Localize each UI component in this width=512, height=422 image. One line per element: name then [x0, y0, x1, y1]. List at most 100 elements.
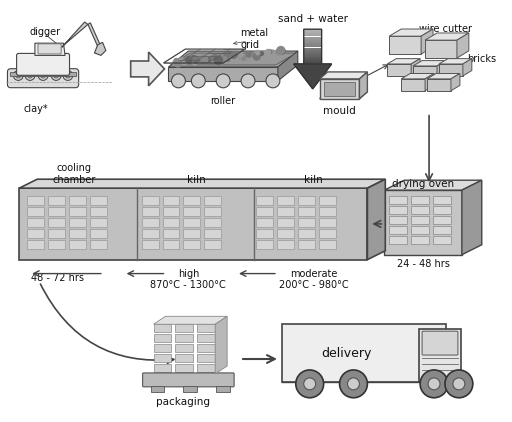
FancyBboxPatch shape — [298, 207, 315, 216]
Polygon shape — [368, 179, 386, 260]
Circle shape — [279, 48, 286, 55]
Polygon shape — [304, 33, 322, 35]
Polygon shape — [401, 73, 434, 79]
Polygon shape — [62, 22, 88, 47]
Circle shape — [16, 73, 20, 78]
FancyBboxPatch shape — [154, 354, 172, 362]
Circle shape — [199, 54, 208, 65]
FancyBboxPatch shape — [183, 229, 200, 238]
Text: bricks: bricks — [467, 54, 496, 64]
Circle shape — [266, 74, 280, 88]
Circle shape — [214, 54, 222, 63]
FancyBboxPatch shape — [154, 344, 172, 352]
Polygon shape — [304, 44, 322, 46]
FancyBboxPatch shape — [27, 240, 44, 249]
Circle shape — [237, 51, 244, 58]
Circle shape — [206, 57, 211, 62]
FancyBboxPatch shape — [27, 218, 44, 227]
FancyBboxPatch shape — [298, 240, 315, 249]
Text: 24 - 48 hrs: 24 - 48 hrs — [397, 259, 450, 269]
FancyBboxPatch shape — [176, 354, 194, 362]
FancyBboxPatch shape — [38, 44, 61, 54]
FancyBboxPatch shape — [90, 207, 107, 216]
FancyBboxPatch shape — [298, 196, 315, 205]
FancyBboxPatch shape — [256, 207, 273, 216]
Polygon shape — [419, 329, 461, 382]
FancyBboxPatch shape — [277, 229, 294, 238]
Circle shape — [181, 60, 187, 66]
Polygon shape — [304, 51, 322, 53]
FancyBboxPatch shape — [69, 207, 86, 216]
Circle shape — [191, 58, 199, 65]
Circle shape — [253, 50, 263, 60]
FancyBboxPatch shape — [48, 196, 65, 205]
Circle shape — [266, 52, 272, 58]
Text: kiln: kiln — [304, 175, 323, 185]
FancyBboxPatch shape — [204, 229, 221, 238]
FancyBboxPatch shape — [162, 196, 179, 205]
FancyBboxPatch shape — [10, 72, 76, 76]
Polygon shape — [411, 59, 420, 76]
FancyBboxPatch shape — [90, 196, 107, 205]
FancyBboxPatch shape — [204, 207, 221, 216]
Circle shape — [185, 56, 193, 64]
FancyBboxPatch shape — [204, 218, 221, 227]
FancyBboxPatch shape — [389, 196, 407, 204]
Circle shape — [178, 57, 185, 64]
FancyBboxPatch shape — [154, 364, 172, 372]
Circle shape — [255, 51, 260, 56]
Polygon shape — [170, 53, 296, 65]
FancyBboxPatch shape — [318, 229, 335, 238]
Polygon shape — [304, 62, 322, 64]
FancyBboxPatch shape — [389, 206, 407, 214]
Circle shape — [267, 49, 272, 55]
FancyBboxPatch shape — [433, 226, 451, 234]
FancyBboxPatch shape — [318, 240, 335, 249]
Polygon shape — [462, 180, 482, 255]
Polygon shape — [304, 35, 322, 36]
Circle shape — [188, 59, 193, 64]
Text: 48 - 72 hrs: 48 - 72 hrs — [31, 273, 83, 283]
Polygon shape — [94, 42, 106, 55]
FancyBboxPatch shape — [151, 386, 164, 392]
FancyBboxPatch shape — [197, 354, 215, 362]
FancyBboxPatch shape — [183, 240, 200, 249]
Circle shape — [234, 53, 239, 57]
Text: high
870°C - 1300°C: high 870°C - 1300°C — [151, 269, 226, 290]
FancyBboxPatch shape — [69, 218, 86, 227]
Polygon shape — [425, 33, 469, 40]
Polygon shape — [215, 316, 227, 374]
Circle shape — [178, 57, 185, 64]
FancyBboxPatch shape — [433, 196, 451, 204]
FancyBboxPatch shape — [216, 386, 230, 392]
Polygon shape — [304, 46, 322, 47]
FancyBboxPatch shape — [48, 218, 65, 227]
Text: or: or — [354, 81, 365, 91]
Text: packaging: packaging — [156, 397, 210, 407]
Circle shape — [230, 54, 235, 58]
Circle shape — [265, 49, 271, 55]
Polygon shape — [425, 40, 457, 58]
Circle shape — [174, 58, 179, 63]
Circle shape — [191, 74, 205, 88]
Polygon shape — [451, 73, 460, 91]
FancyBboxPatch shape — [90, 218, 107, 227]
FancyBboxPatch shape — [162, 207, 179, 216]
Circle shape — [278, 49, 284, 56]
FancyBboxPatch shape — [256, 218, 273, 227]
Polygon shape — [131, 52, 164, 86]
Circle shape — [304, 378, 316, 390]
Circle shape — [348, 378, 359, 390]
Polygon shape — [389, 29, 433, 36]
Polygon shape — [427, 79, 451, 91]
Circle shape — [189, 55, 199, 65]
FancyBboxPatch shape — [277, 240, 294, 249]
Polygon shape — [278, 51, 298, 81]
FancyBboxPatch shape — [256, 240, 273, 249]
Polygon shape — [389, 36, 421, 54]
Circle shape — [420, 370, 448, 398]
Polygon shape — [304, 64, 322, 66]
FancyBboxPatch shape — [142, 240, 159, 249]
FancyBboxPatch shape — [411, 216, 429, 224]
FancyBboxPatch shape — [277, 196, 294, 205]
